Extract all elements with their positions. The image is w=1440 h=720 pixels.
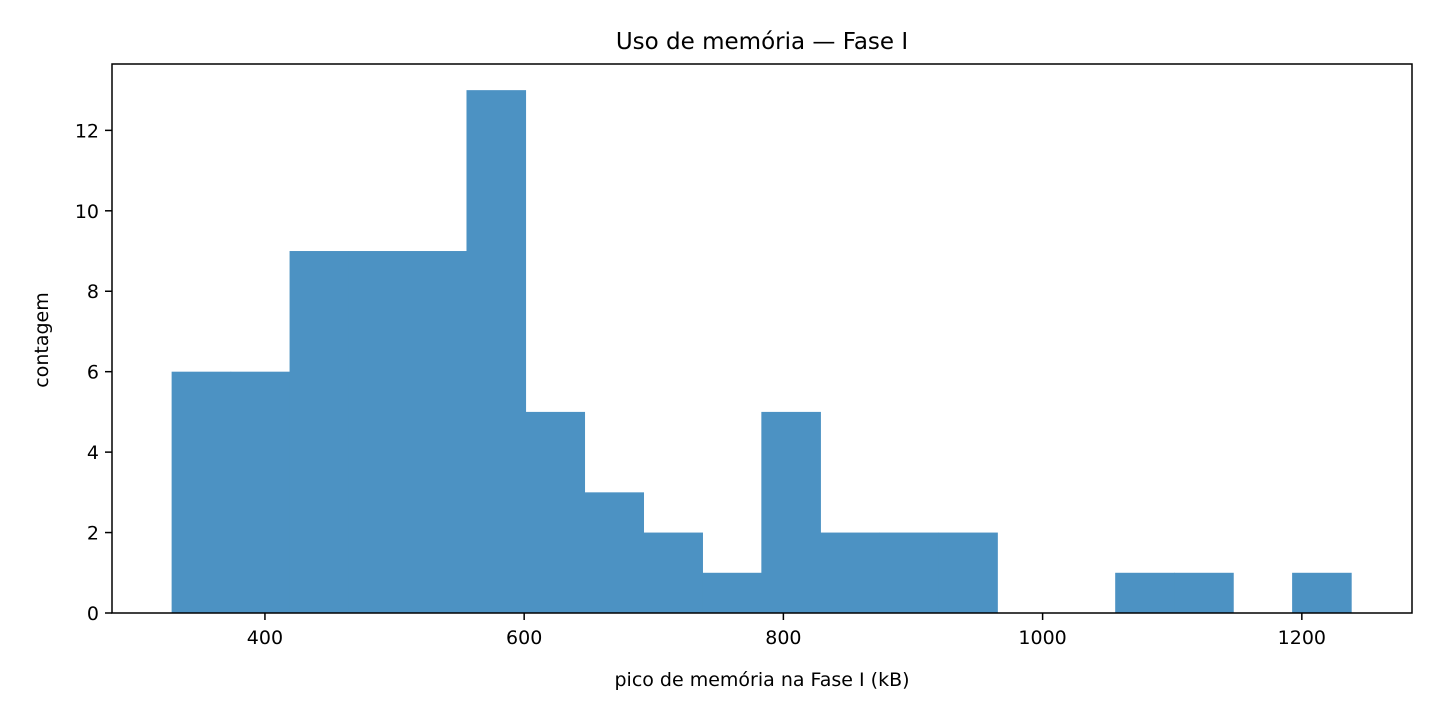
histogram-bar-19 [1292, 572, 1352, 613]
histogram-bar-8 [643, 532, 703, 613]
histogram-bar-17 [1174, 572, 1234, 613]
y-tick-label-4: 4 [87, 442, 99, 464]
histogram-bar-5 [466, 90, 527, 613]
y-tick-label-0: 0 [87, 603, 99, 625]
histogram-bar-1 [230, 371, 291, 613]
y-axis-label: contagem [31, 292, 53, 387]
histogram-bar-6 [525, 411, 586, 613]
chart-title: Uso de memória — Fase I [616, 29, 908, 55]
x-tick-label-1200: 1200 [1278, 627, 1326, 649]
histogram-bar-3 [348, 251, 409, 613]
histogram-bar-9 [702, 572, 762, 613]
x-tick-label-600: 600 [506, 627, 542, 649]
x-tick-label-800: 800 [765, 627, 801, 649]
x-tick-label-400: 400 [247, 627, 283, 649]
histogram-bar-2 [289, 251, 350, 613]
bars-group [171, 90, 1352, 613]
y-tick-label-2: 2 [87, 523, 99, 545]
histogram-bar-4 [407, 251, 468, 613]
x-axis-label: pico de memória na Fase I (kB) [614, 669, 909, 691]
x-tick-label-1000: 1000 [1018, 627, 1066, 649]
histogram-bar-16 [1115, 572, 1175, 613]
histogram-bar-10 [761, 411, 821, 613]
y-tick-label-12: 12 [75, 120, 99, 142]
histogram-bar-11 [820, 532, 880, 613]
x-axis-ticks: 400 600 800 1000 1200 [247, 613, 1326, 649]
histogram-bar-0 [171, 371, 232, 613]
y-tick-label-6: 6 [87, 362, 99, 384]
y-tick-label-8: 8 [87, 281, 99, 303]
histogram-bar-12 [879, 532, 939, 613]
y-axis-ticks: 0 2 4 6 8 10 12 [75, 120, 112, 625]
y-tick-label-10: 10 [75, 201, 99, 223]
histogram-bar-7 [584, 492, 645, 613]
plot-frame [111, 63, 1413, 614]
histogram-bar-13 [938, 532, 998, 613]
